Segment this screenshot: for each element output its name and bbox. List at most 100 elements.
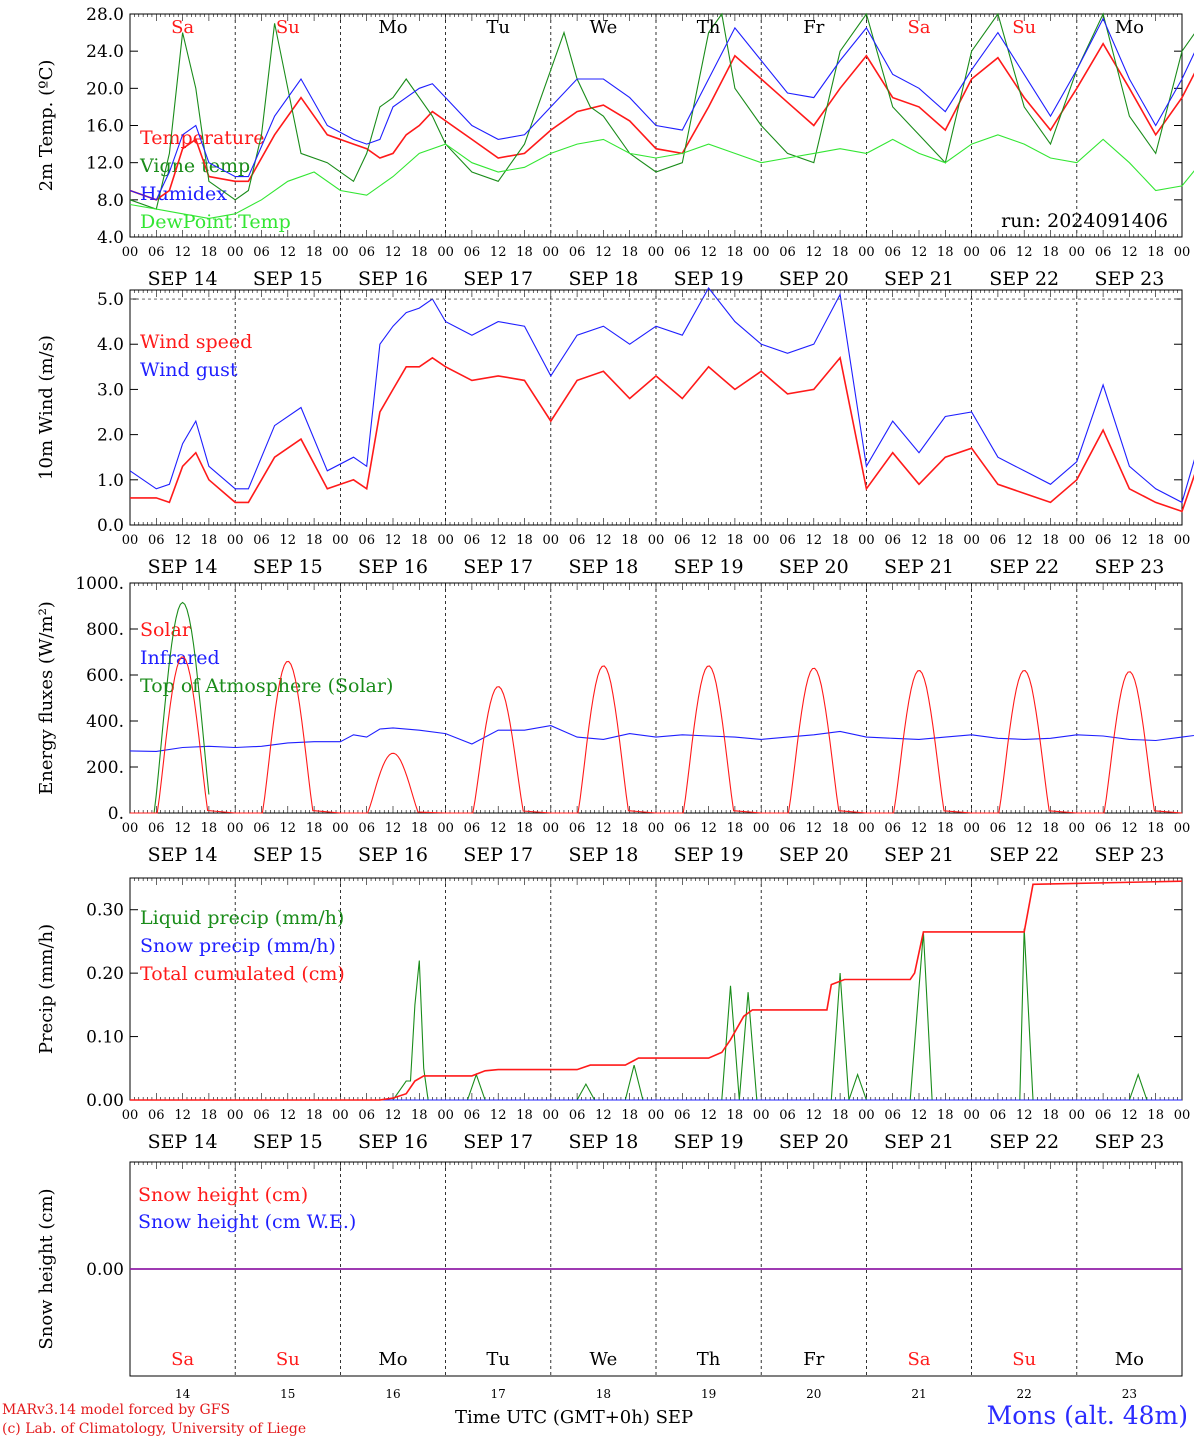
hour-tick-label: 18	[201, 1108, 218, 1123]
hour-tick-label: 06	[358, 245, 375, 260]
legend-entry: Wind speed	[140, 331, 252, 353]
date-label: SEP 15	[253, 1131, 323, 1153]
hour-tick-label: 06	[779, 1108, 796, 1123]
hour-tick-label: 18	[201, 533, 218, 548]
date-label: SEP 22	[989, 844, 1059, 866]
hour-tick-label: 12	[280, 245, 297, 260]
hour-tick-label: 12	[700, 533, 717, 548]
hour-tick-label: 00	[332, 821, 349, 836]
date-label: SEP 23	[1094, 844, 1164, 866]
series-line	[129, 17, 1194, 201]
y-tick-label: 0.00	[86, 1091, 124, 1111]
y-tick-label: 12.0	[86, 154, 124, 174]
panel-precip: 0.00 0.10 0.20 0.30 Precip (mm/h) Liquid prec…	[36, 877, 1190, 1153]
hour-tick-label: 00	[648, 1108, 665, 1123]
y-tick-label: 3.0	[97, 380, 124, 400]
day-name-bottom: Mo	[378, 1349, 407, 1370]
hour-tick-label: 18	[937, 1108, 954, 1123]
hour-tick-label: 12	[174, 245, 191, 260]
hour-tick-label: 18	[306, 1108, 323, 1123]
legend-entry: Wind gust	[140, 359, 238, 381]
hour-tick-label: 06	[569, 1108, 586, 1123]
y-tick-label: 200.	[86, 758, 124, 778]
hour-tick-label: 00	[753, 1108, 770, 1123]
hour-tick-label: 06	[779, 821, 796, 836]
date-label: SEP 22	[989, 1131, 1059, 1153]
hour-tick-label: 00	[227, 1108, 244, 1123]
y-axis-title: Snow height (cm)	[36, 1188, 57, 1349]
hour-tick-label: 06	[569, 821, 586, 836]
hour-tick-label: 18	[621, 245, 638, 260]
date-label: SEP 19	[674, 268, 744, 290]
legend-entry: Snow height (cm W.E.)	[138, 1211, 356, 1233]
day-name-bottom: Th	[697, 1349, 721, 1370]
hour-tick-label: 06	[779, 533, 796, 548]
day-number: 22	[1017, 1387, 1032, 1400]
hour-tick-label: 18	[621, 533, 638, 548]
hour-tick-label: 12	[806, 821, 823, 836]
hour-tick-label: 12	[1016, 245, 1033, 260]
toa-solar-curve	[130, 601, 210, 814]
day-number: 18	[596, 1387, 611, 1400]
hour-tick-label: 12	[490, 533, 507, 548]
hour-tick-label: 18	[306, 533, 323, 548]
hour-tick-label: 18	[1042, 1108, 1059, 1123]
y-tick-label: 0.20	[86, 964, 124, 984]
day-name-top: We	[590, 17, 618, 38]
location-label: Mons (alt. 48m)	[986, 1401, 1188, 1430]
hour-tick-label: 18	[1042, 821, 1059, 836]
hour-tick-label: 06	[990, 245, 1007, 260]
hour-tick-label: 06	[358, 1108, 375, 1123]
date-label: SEP 19	[674, 844, 744, 866]
date-label: SEP 15	[253, 556, 323, 578]
hour-tick-label: 06	[464, 533, 481, 548]
hour-tick-label: 06	[358, 533, 375, 548]
lab-credit: (c) Lab. of Climatology, University of L…	[2, 1421, 307, 1437]
date-label: SEP 22	[989, 556, 1059, 578]
hour-tick-label: 00	[1069, 1108, 1086, 1123]
date-label: SEP 17	[463, 844, 533, 866]
hour-tick-label: 00	[1174, 533, 1191, 548]
hour-tick-label: 18	[1147, 821, 1164, 836]
hour-tick-label: 06	[884, 1108, 901, 1123]
hour-tick-label: 00	[648, 533, 665, 548]
y-tick-label: 4.0	[97, 335, 124, 355]
y-tick-label: 5.0	[97, 290, 124, 310]
legend-entry: Total cumulated (cm)	[140, 963, 345, 985]
hour-tick-label: 12	[385, 1108, 402, 1123]
panel-energy: 0. 200. 400. 600. 800. 1000. Energy fluxes (W/…	[36, 574, 1194, 866]
hour-tick-label: 18	[1147, 245, 1164, 260]
day-name-top: Fr	[803, 17, 824, 38]
hour-tick-label: 18	[727, 533, 744, 548]
y-tick-label: 0.	[108, 804, 124, 824]
y-tick-label: 20.0	[86, 79, 124, 99]
date-label: SEP 21	[884, 268, 954, 290]
day-name-bottom: Sa	[907, 1349, 930, 1370]
series-line	[130, 880, 1183, 1101]
date-label: SEP 21	[884, 556, 954, 578]
hour-tick-label: 18	[516, 533, 533, 548]
hour-tick-label: 00	[963, 821, 980, 836]
hour-tick-label: 18	[1042, 245, 1059, 260]
hour-tick-label: 12	[1121, 1108, 1138, 1123]
date-label: SEP 14	[148, 268, 218, 290]
panel-temp: 4.0 8.0 12.0 16.0 20.0 24.0 28.0 2m Temp. (ºC) T…	[36, 5, 1194, 290]
hour-tick-label: 12	[174, 533, 191, 548]
series-line	[129, 12, 1194, 210]
date-label: SEP 18	[568, 844, 638, 866]
legend-entry: Vigne temp	[139, 155, 250, 177]
date-label: SEP 14	[148, 844, 218, 866]
hour-tick-label: 06	[148, 533, 165, 548]
hour-tick-label: 18	[727, 821, 744, 836]
day-name-bottom: Su	[276, 1349, 300, 1370]
hour-tick-label: 06	[779, 245, 796, 260]
hour-tick-label: 00	[122, 821, 139, 836]
hour-tick-label: 18	[832, 821, 849, 836]
hour-tick-label: 18	[1042, 533, 1059, 548]
hour-tick-label: 00	[753, 533, 770, 548]
day-name-top: Sa	[171, 17, 194, 38]
hour-tick-label: 06	[674, 1108, 691, 1123]
date-label: SEP 21	[884, 1131, 954, 1153]
day-name-bottom: Tu	[486, 1349, 510, 1370]
date-label: SEP 23	[1094, 556, 1164, 578]
